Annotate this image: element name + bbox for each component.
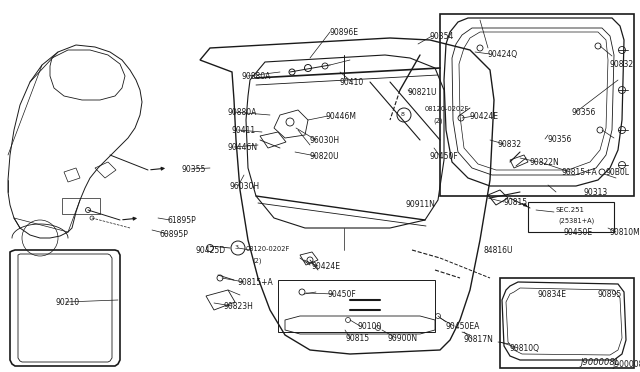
Text: 08120-0202F: 08120-0202F: [425, 106, 469, 112]
Text: (2): (2): [252, 257, 262, 263]
Text: J900008L: J900008L: [580, 358, 620, 367]
Text: 90834E: 90834E: [538, 290, 567, 299]
Text: 90355: 90355: [182, 165, 206, 174]
Text: 90810M: 90810M: [610, 228, 640, 237]
Text: 90410: 90410: [340, 78, 364, 87]
Text: 60895P: 60895P: [160, 230, 189, 239]
Text: 90446N: 90446N: [227, 143, 257, 152]
Text: 96030H: 96030H: [229, 182, 259, 191]
Text: 90815: 90815: [346, 334, 370, 343]
Text: 90313: 90313: [584, 188, 608, 197]
Text: 90815+A: 90815+A: [562, 168, 598, 177]
Text: 90817N: 90817N: [464, 335, 494, 344]
Text: 90815+A: 90815+A: [238, 278, 274, 287]
Bar: [440, 14, 634, 196]
Bar: [528, 202, 614, 232]
Text: 61895P: 61895P: [168, 216, 196, 225]
Text: 90895: 90895: [598, 290, 622, 299]
Text: 90822N: 90822N: [530, 158, 560, 167]
Text: (25381+A): (25381+A): [558, 218, 595, 224]
Text: 90823H: 90823H: [224, 302, 254, 311]
Text: 90450E: 90450E: [563, 228, 592, 237]
Text: 90411: 90411: [231, 126, 255, 135]
Text: 90446M: 90446M: [326, 112, 357, 121]
Bar: [62, 198, 100, 214]
Text: 8: 8: [401, 112, 405, 117]
Text: 90424Q: 90424Q: [488, 50, 518, 59]
Text: 90810Q: 90810Q: [510, 344, 540, 353]
Text: 90425D: 90425D: [196, 246, 226, 255]
Text: 90880A: 90880A: [228, 108, 257, 117]
Text: 90820U: 90820U: [309, 152, 339, 161]
Text: 84816U: 84816U: [484, 246, 513, 255]
Text: 90450F: 90450F: [328, 290, 356, 299]
Text: 90815: 90815: [504, 198, 528, 207]
Text: 90424E: 90424E: [312, 262, 341, 271]
Text: 90880A: 90880A: [242, 72, 271, 81]
Text: 96030H: 96030H: [309, 136, 339, 145]
Text: 90911N: 90911N: [405, 200, 435, 209]
Text: 90354: 90354: [430, 32, 454, 41]
Text: 90900N: 90900N: [388, 334, 418, 343]
Text: J900008L: J900008L: [612, 360, 640, 369]
Text: 90821U: 90821U: [408, 88, 438, 97]
Text: 3: 3: [235, 245, 239, 250]
Text: 90450EA: 90450EA: [446, 322, 481, 331]
Text: (2): (2): [433, 117, 442, 124]
Text: 90896E: 90896E: [330, 28, 359, 37]
Text: 90210: 90210: [55, 298, 79, 307]
Bar: [500, 278, 634, 368]
Text: 08120-0202F: 08120-0202F: [246, 246, 291, 252]
Bar: [278, 280, 435, 332]
Text: 90100: 90100: [357, 322, 381, 331]
Text: 90B0L: 90B0L: [606, 168, 630, 177]
Text: 90450F: 90450F: [430, 152, 459, 161]
Text: 90356: 90356: [572, 108, 596, 117]
Text: 90424E: 90424E: [470, 112, 499, 121]
Text: 90832: 90832: [610, 60, 634, 69]
Text: SEC.251: SEC.251: [555, 207, 584, 213]
Text: 90356: 90356: [548, 135, 572, 144]
Text: 90832: 90832: [497, 140, 521, 149]
